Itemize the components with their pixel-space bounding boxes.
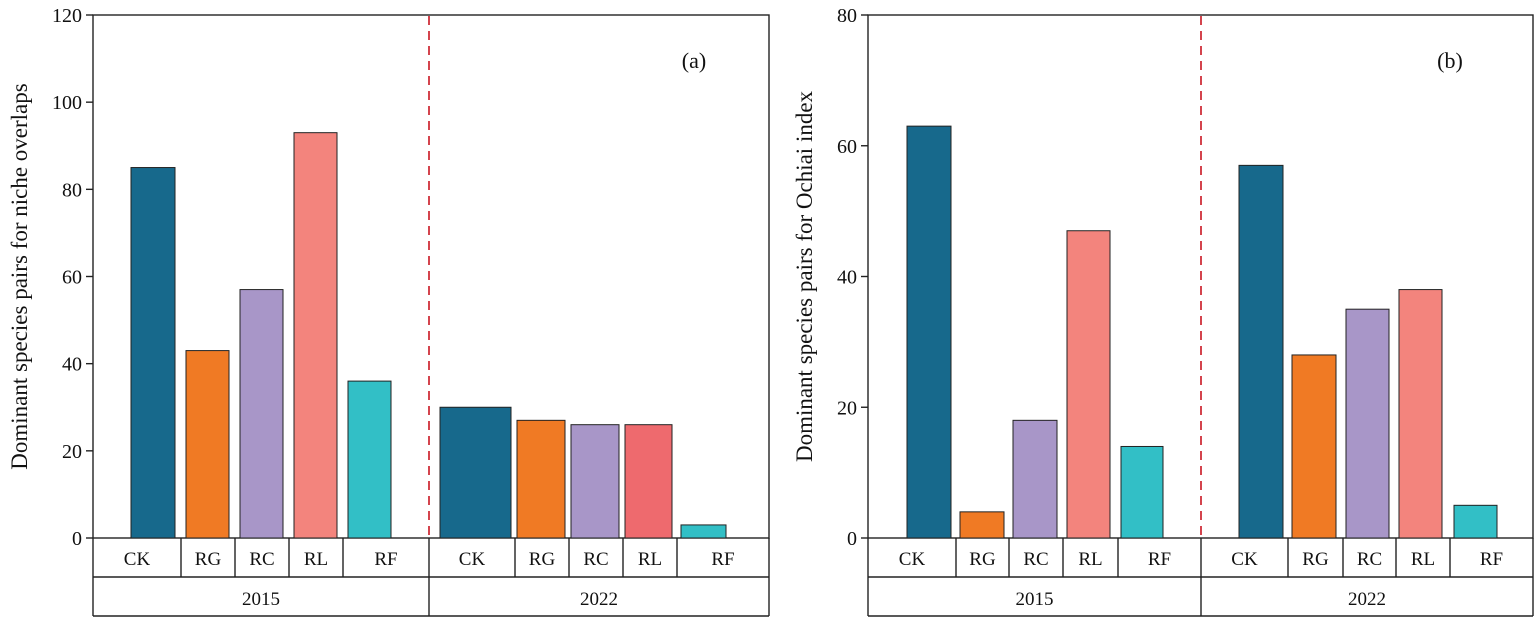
panel-a-year-label-2022: 2022 bbox=[580, 589, 618, 610]
panel-b-ytick-label: 80 bbox=[837, 5, 857, 27]
panel-a-category-label-2022-RG: RG bbox=[529, 549, 556, 570]
panel-b: 0 20 40 60 80 Dominant species pairs for Ochi… bbox=[792, 5, 1534, 617]
panel-b-category-label-2015-RG: RG bbox=[969, 549, 996, 570]
panel-b-category-label-2015-RL: RL bbox=[1078, 549, 1102, 570]
panel-a-y-axis-label: Dominant species pairs for niche overlap… bbox=[7, 83, 32, 469]
panel-a-bar-2015-RF bbox=[347, 380, 392, 539]
panel-a-bar-2022-RL bbox=[624, 424, 673, 539]
panel-a-category-label-2015-CK: CK bbox=[124, 549, 151, 570]
panel-a-category-label-2022-CK: CK bbox=[459, 549, 486, 570]
panel-a-category-label-2015-RL: RL bbox=[304, 549, 328, 570]
panel-b-y-axis-label: Dominant species pairs for Ochiai index bbox=[792, 90, 817, 462]
panel-b-category-label-2022-RG: RG bbox=[1302, 549, 1329, 570]
panel-b-bar-2015-CK bbox=[906, 125, 952, 539]
panel-a-ytick-label: 60 bbox=[62, 267, 82, 289]
panel-b-ytick-label: 40 bbox=[837, 267, 857, 289]
panel-b-year-label-2022: 2022 bbox=[1348, 589, 1386, 610]
panel-b-category-label-2022-RC: RC bbox=[1357, 549, 1382, 570]
panel-a-category-label-2015-RC: RC bbox=[249, 549, 274, 570]
panel-b-label: (b) bbox=[1437, 48, 1463, 73]
panel-b-category-label-2022-CK: CK bbox=[1231, 549, 1258, 570]
panel-b-category-label-2015-CK: CK bbox=[899, 549, 926, 570]
panel-b-category-label-2022-RF: RF bbox=[1480, 549, 1503, 570]
panel-b-bar-2015-RF bbox=[1120, 445, 1164, 539]
panel-a-ytick-label: 120 bbox=[52, 5, 82, 27]
panel-b-bar-2022-RC bbox=[1345, 308, 1390, 539]
panel-a: 0 20 40 60 80 100 120 Dominant species pairs fo… bbox=[7, 5, 770, 617]
panel-b-ytick-label: 20 bbox=[837, 397, 857, 419]
panel-b-bar-2015-RL bbox=[1066, 230, 1111, 539]
panel-a-category-label-2015-RF: RF bbox=[374, 549, 397, 570]
panel-b-bar-2015-RG bbox=[959, 511, 1005, 539]
panel-a-category-label-2015-RG: RG bbox=[195, 549, 222, 570]
panel-a-bar-2022-RG bbox=[516, 419, 566, 539]
panel-a-bar-2022-CK bbox=[439, 406, 512, 539]
panel-b-bar-2022-CK bbox=[1238, 164, 1284, 539]
panel-a-ytick-label: 40 bbox=[62, 354, 82, 376]
panel-b-category-label-2015-RF: RF bbox=[1148, 549, 1171, 570]
panel-a-ytick-label: 0 bbox=[72, 528, 82, 550]
panel-a-year-label-2015: 2015 bbox=[242, 589, 280, 610]
panel-b-ytick-label: 0 bbox=[847, 528, 857, 550]
panel-b-year-label-2015: 2015 bbox=[1016, 589, 1054, 610]
panel-a-bar-2022-RF bbox=[680, 524, 727, 539]
panel-a-ytick-label: 20 bbox=[62, 441, 82, 463]
panel-a-bar-2015-RG bbox=[185, 350, 230, 539]
panel-a-category-label-2022-RC: RC bbox=[583, 549, 608, 570]
panel-a-category-label-2022-RF: RF bbox=[711, 549, 734, 570]
panel-b-category-label-2015-RC: RC bbox=[1023, 549, 1048, 570]
panel-a-label: (a) bbox=[682, 48, 706, 73]
panel-a-bar-2015-RL bbox=[293, 132, 338, 539]
panel-a-bar-2015-RC bbox=[239, 289, 284, 539]
panel-b-bar-2022-RG bbox=[1291, 354, 1337, 539]
panel-b-category-label-2022-RL: RL bbox=[1411, 549, 1435, 570]
panel-b-bar-2022-RF bbox=[1453, 504, 1498, 539]
panel-a-ytick-label: 80 bbox=[62, 179, 82, 201]
panel-b-ytick-label: 60 bbox=[837, 136, 857, 158]
panel-a-ytick-label: 100 bbox=[52, 92, 82, 114]
panel-a-bar-2022-RC bbox=[570, 424, 620, 539]
panel-b-bar-2015-RC bbox=[1012, 419, 1058, 539]
panel-a-category-label-2022-RL: RL bbox=[638, 549, 662, 570]
panel-b-bar-2022-RL bbox=[1398, 289, 1443, 539]
panel-a-bar-2015-CK bbox=[130, 167, 176, 539]
